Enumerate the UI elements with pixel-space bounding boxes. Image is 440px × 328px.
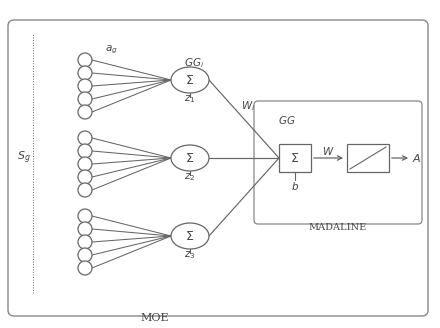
- Circle shape: [78, 131, 92, 145]
- Ellipse shape: [171, 223, 209, 249]
- Text: $\Sigma$: $\Sigma$: [185, 152, 194, 165]
- Text: $GG$: $GG$: [278, 114, 296, 126]
- Text: $z_1$: $z_1$: [184, 93, 196, 105]
- Circle shape: [78, 170, 92, 184]
- Circle shape: [78, 79, 92, 93]
- Circle shape: [78, 157, 92, 171]
- Circle shape: [78, 183, 92, 197]
- Circle shape: [78, 92, 92, 106]
- Ellipse shape: [171, 67, 209, 93]
- Text: $\Sigma$: $\Sigma$: [185, 73, 194, 87]
- FancyBboxPatch shape: [254, 101, 422, 224]
- Text: $S_g$: $S_g$: [17, 150, 31, 166]
- Bar: [347, 144, 389, 172]
- Ellipse shape: [171, 145, 209, 171]
- Circle shape: [78, 261, 92, 275]
- Text: $GG_i$: $GG_i$: [184, 56, 204, 70]
- Text: $\Sigma$: $\Sigma$: [185, 230, 194, 242]
- Circle shape: [78, 222, 92, 236]
- FancyBboxPatch shape: [8, 20, 428, 316]
- Text: MOE: MOE: [141, 313, 169, 323]
- Circle shape: [78, 144, 92, 158]
- Circle shape: [78, 105, 92, 119]
- Circle shape: [78, 209, 92, 223]
- Circle shape: [78, 235, 92, 249]
- Text: $z_3$: $z_3$: [184, 249, 196, 261]
- Text: $b$: $b$: [291, 180, 299, 192]
- Text: $W$: $W$: [322, 145, 335, 157]
- Circle shape: [78, 53, 92, 67]
- Text: MADALINE: MADALINE: [309, 223, 367, 233]
- Text: $A$: $A$: [412, 152, 422, 164]
- Text: $a_g$: $a_g$: [105, 44, 117, 56]
- Circle shape: [78, 66, 92, 80]
- Circle shape: [78, 248, 92, 262]
- Text: $z_2$: $z_2$: [184, 171, 196, 183]
- Text: $\Sigma$: $\Sigma$: [290, 152, 300, 165]
- Text: $W_i$: $W_i$: [241, 99, 255, 113]
- Bar: [279, 144, 311, 172]
